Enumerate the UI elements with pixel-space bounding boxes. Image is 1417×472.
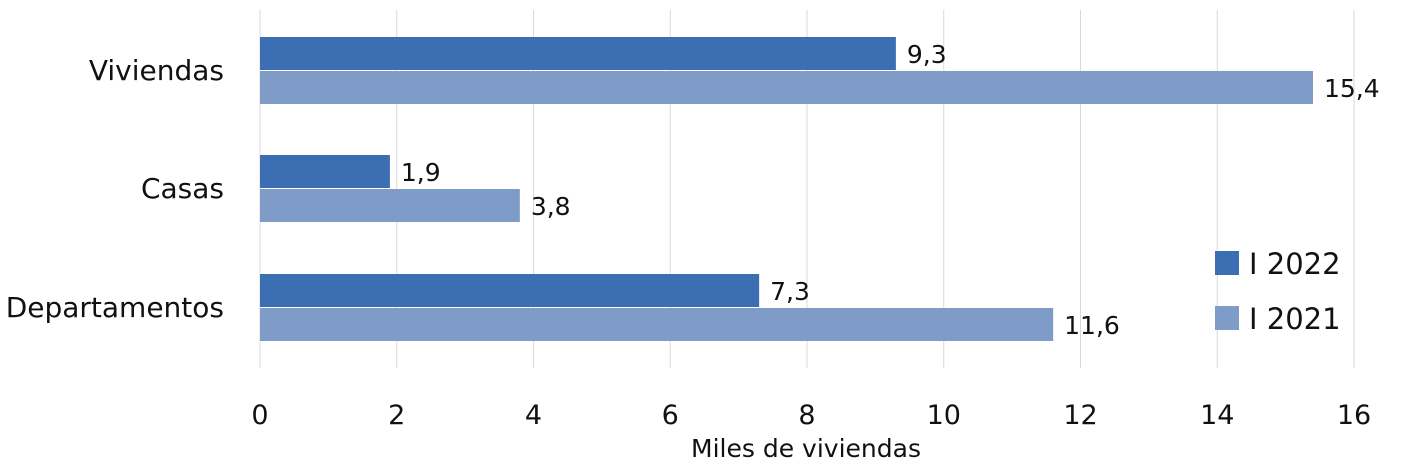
data-label: 3,8 (531, 192, 571, 221)
legend: I 2022 I 2021 (1215, 247, 1341, 336)
data-label: 9,3 (907, 40, 947, 69)
legend-label: I 2021 (1249, 302, 1341, 336)
x-tick-labels: 0 2 4 6 8 10 12 14 16 (251, 400, 1371, 431)
bar-departamentos-i-2022 (260, 274, 760, 307)
x-tick-label: 2 (388, 400, 405, 431)
legend-swatch (1215, 251, 1239, 275)
data-labels: 9,3 15,4 1,9 3,8 7,3 11,6 (401, 40, 1380, 340)
x-tick-label: 14 (1200, 400, 1234, 431)
data-label: 7,3 (770, 277, 810, 306)
x-axis-title: Miles de viviendas (691, 434, 921, 463)
bar-viviendas-i-2021 (260, 71, 1313, 104)
category-labels: Viviendas Casas Departamentos (6, 54, 224, 324)
data-label: 11,6 (1064, 311, 1120, 340)
category-label: Departamentos (6, 291, 224, 324)
x-tick-label: 6 (662, 400, 679, 431)
data-label: 15,4 (1324, 74, 1380, 103)
bar-casas-i-2021 (260, 189, 520, 222)
category-label: Viviendas (89, 54, 224, 87)
data-label: 1,9 (401, 158, 441, 187)
x-tick-label: 4 (525, 400, 542, 431)
bars (260, 37, 1313, 341)
x-tick-label: 10 (927, 400, 961, 431)
x-tick-label: 16 (1337, 400, 1371, 431)
x-tick-label: 0 (251, 400, 268, 431)
x-tick-label: 8 (798, 400, 815, 431)
bar-departamentos-i-2021 (260, 308, 1054, 341)
bar-viviendas-i-2022 (260, 37, 896, 70)
x-tick-label: 12 (1063, 400, 1097, 431)
bar-casas-i-2022 (260, 155, 390, 188)
category-label: Casas (141, 172, 224, 205)
legend-swatch (1215, 306, 1239, 330)
legend-label: I 2022 (1249, 247, 1341, 281)
